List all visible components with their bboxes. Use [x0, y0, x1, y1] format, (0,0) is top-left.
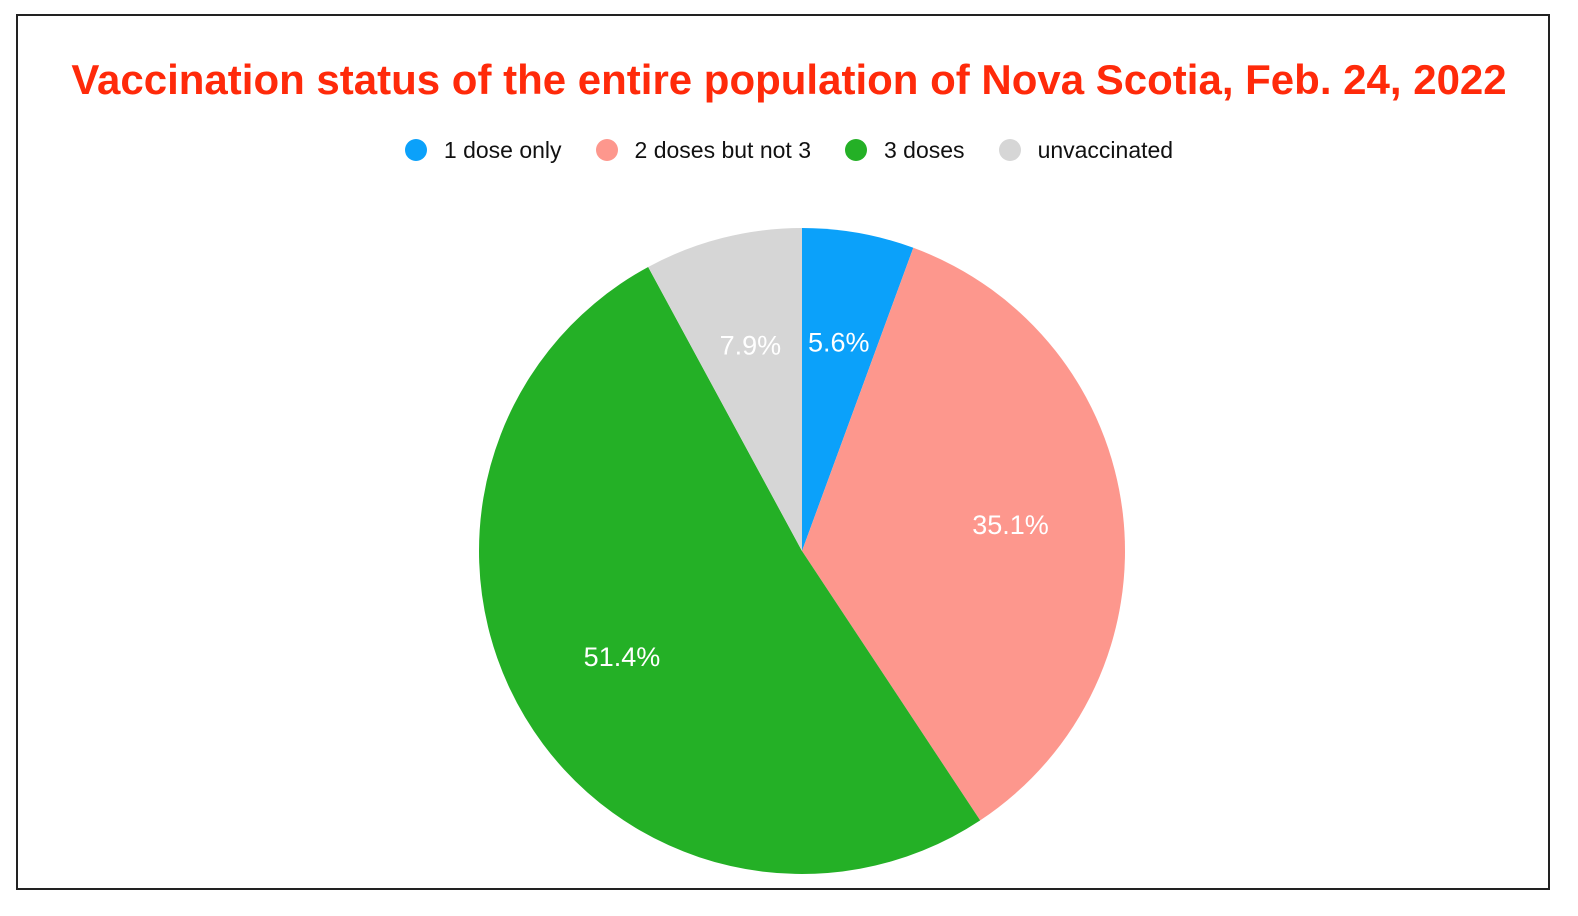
slice-label-1-dose-only: 5.6% [808, 327, 870, 357]
legend-swatch-2-doses-but-not-3 [595, 139, 618, 161]
legend-swatch-3-doses [845, 139, 867, 161]
slice-label-unvaccinated: 7.9% [720, 331, 782, 361]
chart-legend: 1 dose only 2 doses but not 3 3 doses un… [0, 132, 1578, 168]
slice-label-3-doses: 51.4% [584, 642, 661, 672]
chart-title: Vaccination status of the entire populat… [71, 56, 1507, 103]
pie-slice-3-doses[interactable] [479, 266, 981, 874]
legend-label-unvaccinated: unvaccinated [1037, 137, 1174, 163]
legend-item-unvaccinated[interactable]: unvaccinated [998, 132, 1174, 168]
pie-slice-2-doses-but-not-3[interactable] [802, 247, 1126, 821]
pie-slice-unvaccinated[interactable] [648, 228, 802, 551]
pie-slice-1-dose-only[interactable] [802, 228, 914, 551]
slice-label-2-doses-but-not-3: 35.1% [972, 510, 1049, 540]
legend-item-1-dose-only[interactable]: 1 dose only [404, 132, 562, 168]
legend-label-3-doses: 3 doses [884, 137, 965, 163]
legend-label-2-doses-but-not-3: 2 doses but not 3 [634, 137, 811, 163]
legend-swatch-unvaccinated [998, 139, 1021, 161]
legend-label-1-dose-only: 1 dose only [443, 137, 562, 163]
legend-item-2-doses-but-not-3[interactable]: 2 doses but not 3 [595, 132, 811, 168]
legend-item-3-doses[interactable]: 3 doses [845, 132, 965, 168]
legend-swatch-1-dose-only [404, 139, 427, 161]
